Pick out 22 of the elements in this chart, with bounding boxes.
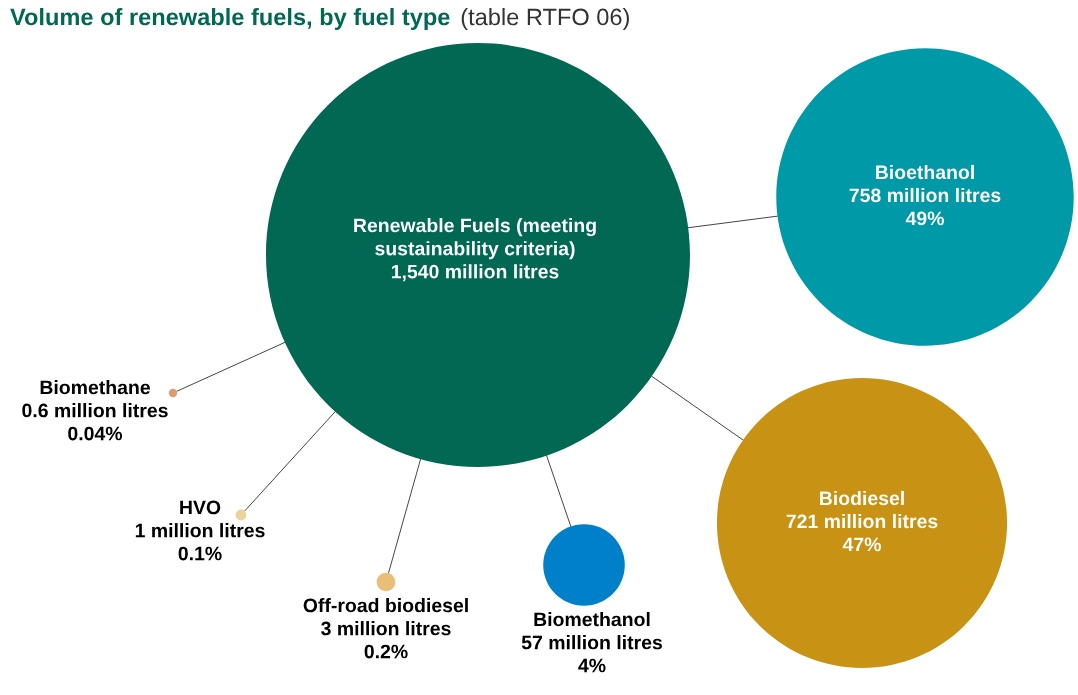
data-label: 1 million litres bbox=[135, 523, 265, 538]
text: Volume of renewable fuels, by fuel type bbox=[10, 8, 450, 31]
data-label: 0.1% bbox=[178, 546, 222, 561]
category-label: Bioethanol bbox=[876, 164, 974, 180]
data-label: 4% bbox=[578, 658, 606, 673]
category-label: HVO bbox=[180, 500, 221, 515]
category-label: Biodiesel bbox=[820, 490, 904, 506]
data-label: 57 million litres bbox=[521, 635, 662, 650]
data-label: 47% bbox=[842, 537, 881, 552]
category-label: Biomethane bbox=[40, 380, 150, 395]
data-label: 3 million litres bbox=[321, 621, 451, 636]
text: (table RTFO 06) bbox=[461, 8, 629, 30]
data-label: 0.2% bbox=[364, 644, 408, 659]
category-label: Biomethanol bbox=[534, 612, 650, 627]
data-label: 0.6 million litres bbox=[22, 403, 168, 418]
data-label: 49% bbox=[905, 211, 944, 226]
category-label: Renewable Fuels (meeting sustainability criteria) bbox=[354, 218, 596, 260]
data-label: 721 million litres bbox=[786, 513, 938, 529]
data-label: 1,540 million litres bbox=[391, 264, 559, 282]
data-label: 758 million litres bbox=[849, 187, 1001, 203]
data-label: 0.04% bbox=[68, 426, 123, 441]
category-label: Off-road biodiesel bbox=[303, 598, 468, 613]
